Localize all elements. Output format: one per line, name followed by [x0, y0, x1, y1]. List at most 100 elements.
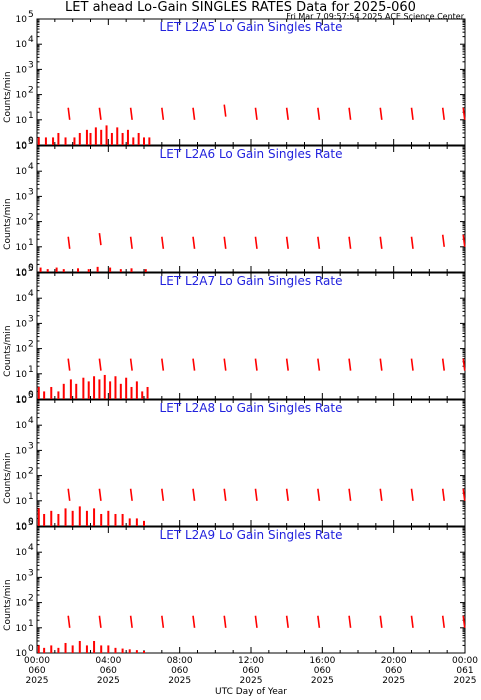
rate-spike [98, 615, 102, 628]
rate-spike [441, 234, 446, 247]
rate-spike [161, 488, 165, 501]
rate-spike [441, 615, 446, 628]
ytick-label: 10 [16, 497, 28, 507]
ytick-exponent: 0 [28, 644, 34, 654]
rate-spike [223, 236, 227, 249]
ytick-label: 10 [16, 446, 28, 456]
rate-spike [98, 232, 102, 246]
ytick-exponent: 0 [28, 517, 34, 527]
ytick-exponent: 3 [28, 60, 34, 70]
ytick-label: 10 [16, 472, 28, 482]
ytick-label: 10 [16, 40, 28, 50]
ytick-exponent: 3 [28, 187, 34, 197]
xtick-label: 061 [456, 666, 473, 676]
ytick-exponent: 5 [28, 137, 34, 147]
rate-spike [223, 104, 227, 117]
xtick-label: 00:00 [24, 656, 50, 666]
ytick-exponent: 5 [28, 391, 34, 401]
ytick-label: 10 [16, 218, 28, 228]
panel-label: LET L2A7 Lo Gain Singles Rate [160, 274, 343, 288]
xtick-label: 2025 [382, 676, 405, 686]
ytick-label: 10 [16, 192, 28, 202]
rate-spike [441, 488, 446, 501]
rate-spike [285, 107, 289, 120]
panel-label: LET L2A8 Lo Gain Singles Rate [160, 401, 343, 415]
rate-spike [254, 488, 258, 501]
panel-frame [36, 526, 466, 654]
rate-spike [348, 615, 352, 628]
rate-spike [67, 358, 71, 371]
rate-spike [379, 107, 383, 120]
xtick-label: 04:00 [95, 656, 121, 666]
rate-spike [192, 488, 196, 501]
rate-spike [129, 358, 133, 371]
rate-spike [161, 236, 165, 249]
ytick-label: 10 [16, 649, 28, 659]
ytick-exponent: 4 [28, 289, 34, 299]
ytick-exponent: 0 [28, 136, 34, 146]
y-axis-label: Counts/min [3, 198, 13, 249]
rate-spike [67, 615, 71, 628]
y-axis-label: Counts/min [3, 579, 13, 630]
rate-spike [254, 358, 258, 371]
rate-spike [317, 488, 321, 501]
rate-spike [223, 488, 227, 501]
y-axis-label: Counts/min [3, 452, 13, 503]
ytick-label: 10 [16, 370, 28, 380]
xtick-label: 060 [242, 666, 259, 676]
ytick-label: 10 [16, 421, 28, 431]
rate-spike [98, 107, 102, 120]
rate-spike [129, 107, 133, 120]
rate-spike [317, 615, 321, 628]
page-title: LET ahead Lo-Gain SINGLES RATES Data for… [65, 0, 416, 15]
xtick-label: 00:00 [452, 656, 478, 666]
rate-spike [161, 107, 165, 120]
panel-label: LET L2A5 Lo Gain Singles Rate [160, 20, 343, 34]
rate-spike [129, 236, 133, 249]
ytick-exponent: 2 [28, 340, 34, 350]
ytick-label: 10 [16, 243, 28, 253]
y-axis-label: Counts/min [3, 71, 13, 122]
rate-spike [285, 615, 289, 628]
x-axis-label: UTC Day of Year [215, 687, 287, 697]
ytick-label: 10 [16, 523, 28, 533]
ytick-label: 10 [16, 141, 28, 151]
rate-spike [129, 615, 133, 628]
ytick-exponent: 1 [28, 238, 34, 248]
rate-spike [285, 488, 289, 501]
rate-spike [254, 236, 258, 249]
ytick-exponent: 4 [28, 416, 34, 426]
ytick-exponent: 1 [28, 619, 34, 629]
ytick-label: 10 [16, 268, 28, 278]
ytick-exponent: 5 [28, 264, 34, 274]
ytick-label: 10 [16, 599, 28, 609]
xtick-label: 08:00 [167, 656, 193, 666]
ytick-label: 10 [16, 116, 28, 126]
ytick-exponent: 0 [28, 390, 34, 400]
ytick-exponent: 5 [28, 10, 34, 20]
ytick-exponent: 3 [28, 568, 34, 578]
ytick-label: 10 [16, 395, 28, 405]
ytick-exponent: 4 [28, 35, 34, 45]
ytick-exponent: 3 [28, 441, 34, 451]
rate-spike [348, 488, 352, 501]
ytick-exponent: 4 [28, 543, 34, 553]
rate-spike [379, 236, 383, 249]
ytick-label: 10 [16, 15, 28, 25]
rate-spike [161, 615, 165, 628]
ytick-label: 10 [16, 65, 28, 75]
rate-spike [192, 615, 196, 628]
rate-spike [192, 107, 196, 120]
panel-label: LET L2A6 Lo Gain Singles Rate [160, 147, 343, 161]
ytick-exponent: 4 [28, 162, 34, 172]
ytick-label: 10 [16, 319, 28, 329]
rate-spike [223, 615, 227, 628]
xtick-label: 2025 [311, 676, 334, 686]
xtick-label: 2025 [168, 676, 191, 686]
ytick-label: 10 [16, 269, 28, 279]
ytick-label: 10 [16, 522, 28, 532]
xtick-label: 2025 [240, 676, 263, 686]
ytick-exponent: 1 [28, 492, 34, 502]
ytick-exponent: 1 [28, 365, 34, 375]
